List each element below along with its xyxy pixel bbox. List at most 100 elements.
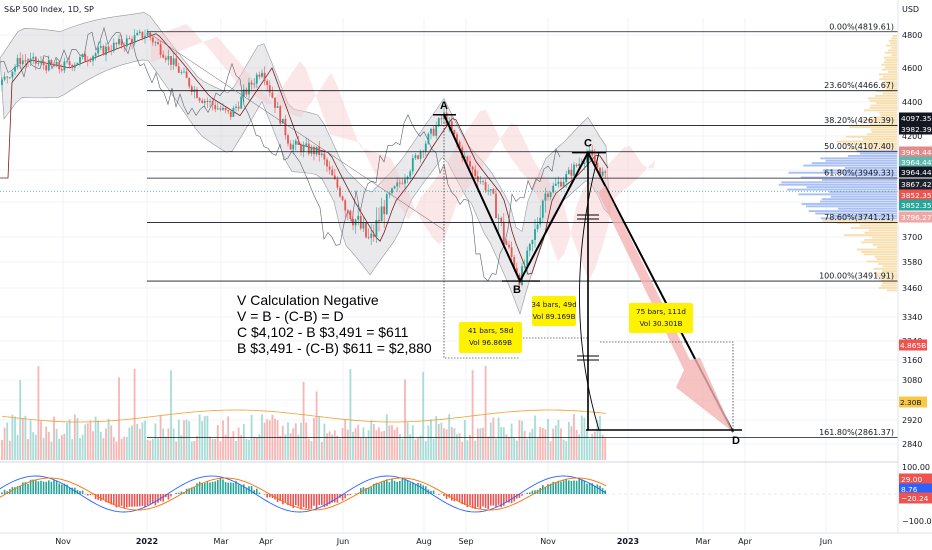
volume-bar [19,380,22,460]
time-axis[interactable]: Nov 2022 Mar Apr Jun Aug Sep Nov 2023 Mar Apr Jun [55,537,832,546]
volume-bar [131,425,133,460]
candle-body [440,118,443,120]
volume-bar [526,438,529,460]
candle-body [99,46,102,48]
time-tick-label: 2022 [136,537,158,546]
volume-profile-bar [882,270,897,273]
volume-profile-bar [811,162,897,165]
candle-body [123,45,126,47]
volume-bar [188,421,191,460]
osc-bar [201,483,203,494]
volume-profile-bar [846,147,897,150]
candle-body [502,221,505,242]
time-tick-label: Mar [695,537,711,546]
osc-bar [237,484,240,494]
osc-bar [458,494,461,503]
candle-body [175,58,178,67]
price-tag-label: 3852.35 [901,191,932,200]
osc-bar [412,482,414,494]
volume-bar [354,428,357,460]
time-tick-label: Jun [336,537,350,546]
v-pattern-line [443,114,734,433]
volume-bar [367,430,370,460]
candle-body [328,166,331,170]
volume-profile-bar [888,71,897,73]
volume-bar [300,422,302,460]
range-line [600,341,734,430]
volume-bar [567,421,570,460]
candle-body [505,241,508,245]
candle-body [570,169,573,176]
osc-bar [120,494,123,506]
volume-profile-bar [882,265,897,268]
volume-bar [541,428,544,460]
candle-body [177,66,180,73]
volume-bar [287,422,289,460]
candle-body [79,56,81,63]
candle-body [385,194,388,215]
candle-body [430,128,432,134]
volume-bar [401,438,404,460]
osc-bar [378,483,380,494]
volume-bar [170,370,172,460]
osc-bar [466,494,469,508]
volume-bar [172,428,175,460]
price-tick-label: 2920 [902,416,922,425]
osc-bar [55,480,58,494]
volume-bar [500,427,503,460]
candle-body [209,101,211,102]
volume-profile-bar [868,229,897,232]
volume-bar [502,427,505,460]
candle-body [47,60,50,71]
osc-bar [565,478,567,494]
volume-bar [453,428,456,460]
candle-body [471,166,474,170]
volume-bar [437,424,440,460]
price-tick-label: 2840 [902,440,922,449]
candle-body [409,171,412,177]
volume-bar [302,381,305,460]
volume-bar [596,420,599,460]
candle-body [411,157,414,172]
candle-body [21,60,24,65]
candle-body [427,133,430,144]
volume-bar [539,426,542,460]
volume-bar [424,441,427,460]
osc-bar [388,482,391,494]
candle-body [401,183,404,185]
price-tag-label: 4097.35 [901,114,932,123]
candle-body [198,98,201,101]
volume-bar [510,423,513,460]
time-tick-label: 2023 [617,537,639,546]
volume-bar [435,416,438,460]
volume-profile-bar [875,275,897,277]
oscillator-pane: 100.000.00−100.0029.008.76−20.24 [0,463,932,526]
candle-body [456,134,458,142]
osc-bar [131,494,133,507]
candle-body [339,187,341,197]
volume-profile-bar [882,92,897,95]
volume-profile-bar [806,186,897,189]
osc-bar [35,480,37,494]
volume-bar [211,438,214,460]
osc-bar [105,494,107,503]
volume-profile-bar [881,284,897,287]
volume-bar [385,414,388,460]
osc-bar [235,481,237,494]
osc-bar [396,481,398,494]
volume-profile-bar [864,145,897,148]
volume-bar [305,422,308,460]
volume-bar [190,441,193,460]
osc-bar [542,485,544,494]
osc-bar [107,494,110,504]
candle-body [11,71,14,78]
volume-bar [105,428,107,460]
candle-body [245,89,248,95]
callout-line: 34 bars, 49d [531,300,576,309]
candle-body [32,56,35,59]
callout-box [532,296,576,326]
price-tick-label: 3340 [902,313,922,322]
osc-bar [269,494,271,498]
osc-bar [599,485,601,494]
